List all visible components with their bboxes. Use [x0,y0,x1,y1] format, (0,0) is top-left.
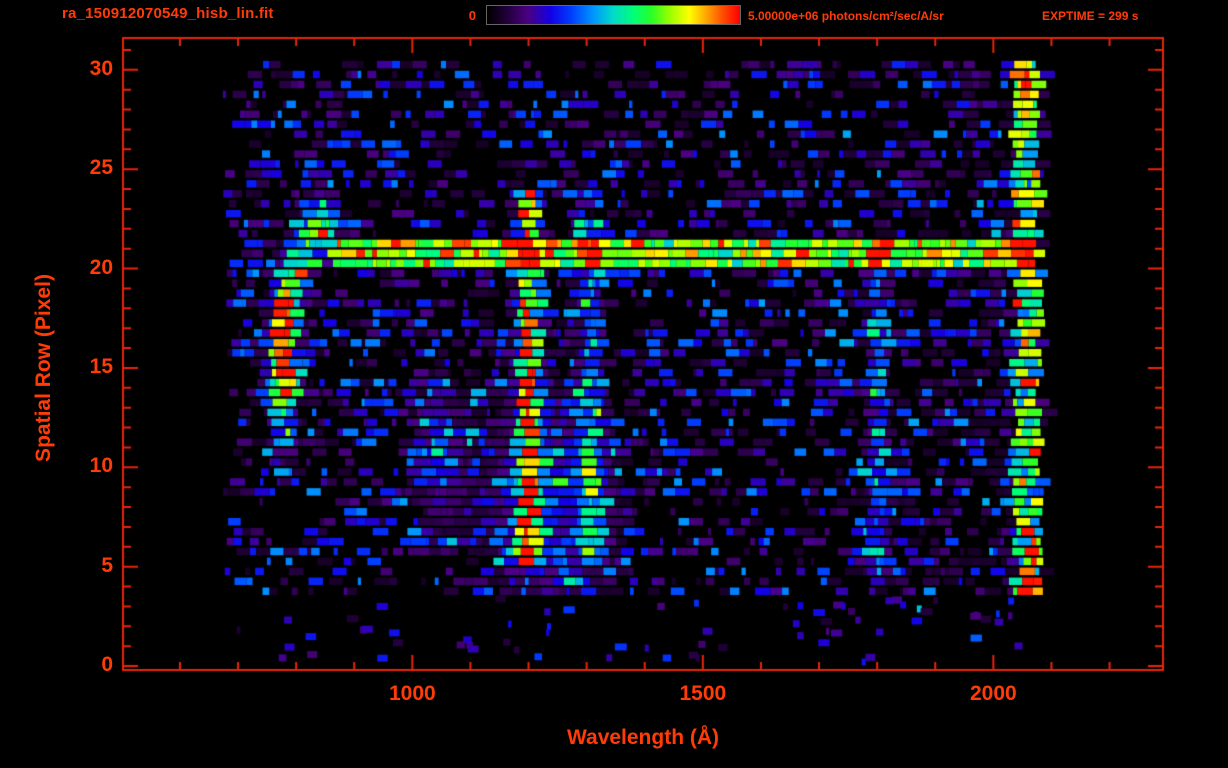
x-tick-label: 1000 [388,682,436,705]
y-tick-label: 15 [89,354,113,378]
y-tick-label: 20 [89,255,113,279]
x-tick-label: 2000 [969,682,1017,705]
y-tick-label: 0 [101,653,113,677]
y-tick-label: 5 [101,553,113,577]
y-tick-label: 30 [89,56,113,80]
y-tick-label: 10 [89,454,113,478]
spectral-heatmap [124,39,1162,669]
y-tick-label: 25 [89,156,113,180]
x-axis-title: Wavelength (Å) [566,726,720,749]
x-tick-label: 1500 [679,682,727,705]
